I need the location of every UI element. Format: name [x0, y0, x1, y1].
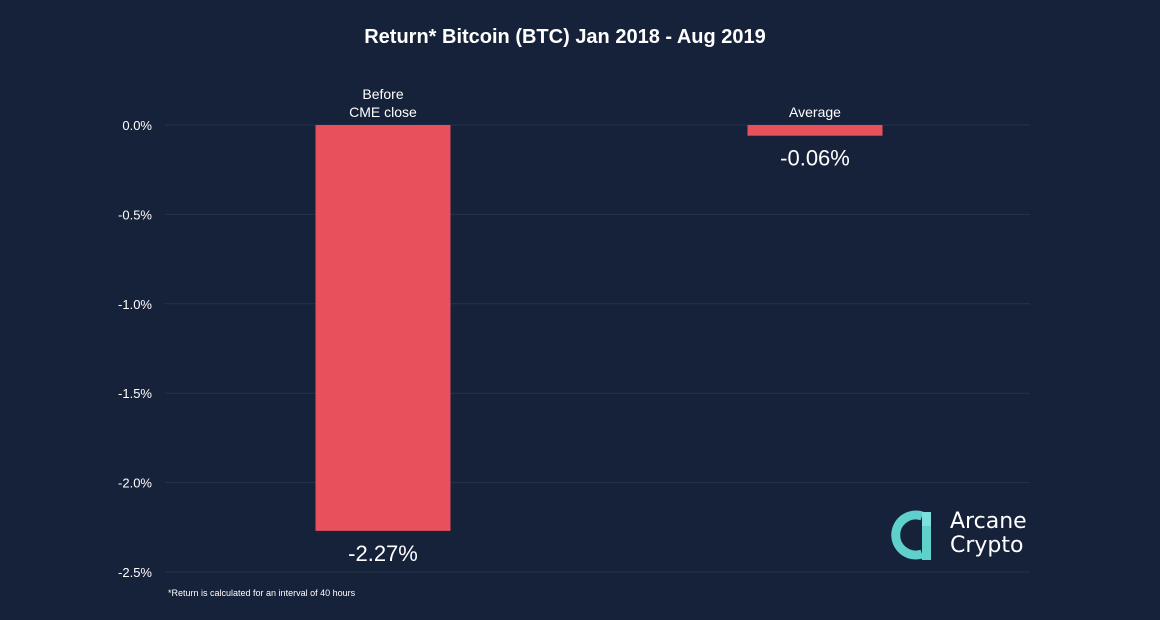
y-tick-label: -0.5%	[118, 207, 152, 222]
y-tick-label: -2.0%	[118, 476, 152, 491]
chart-title: Return* Bitcoin (BTC) Jan 2018 - Aug 201…	[364, 26, 766, 48]
y-tick-label: 0.0%	[122, 118, 152, 133]
logo-line-1: Arcane	[950, 509, 1027, 534]
y-tick-label: -1.5%	[118, 386, 152, 401]
category-label: Before CME close	[349, 86, 417, 120]
footnote: *Return is calculated for an interval of…	[168, 588, 356, 598]
data-label: -2.27%	[348, 541, 418, 566]
category-label: Average	[789, 104, 841, 120]
bar	[315, 125, 451, 531]
bar	[747, 125, 883, 136]
arcane-crypto-logo-icon	[891, 510, 931, 560]
y-tick-label: -2.5%	[118, 565, 152, 580]
logo-line-2: Crypto	[950, 533, 1024, 558]
data-label: -0.06%	[780, 146, 850, 171]
y-tick-label: -1.0%	[118, 297, 152, 312]
arcane-crypto-logo: Arcane Crypto	[882, 506, 1042, 566]
logo-wordmark: Arcane Crypto	[950, 510, 1027, 558]
